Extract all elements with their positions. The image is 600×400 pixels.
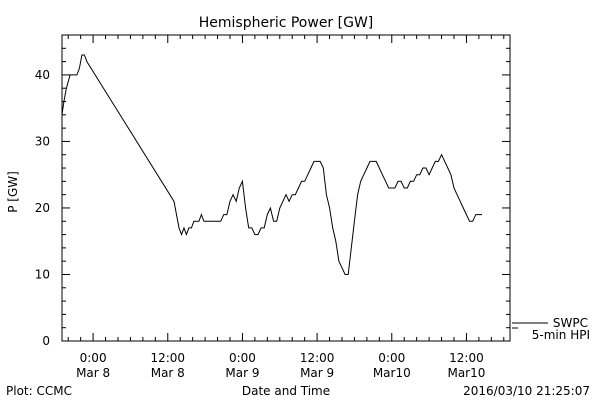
y-tick-label: 40 <box>35 68 50 82</box>
x-tick-label-time: 0:00 <box>229 351 256 365</box>
x-axis-label: Date and Time <box>242 384 330 398</box>
x-tick-label-date: Mar 8 <box>151 366 185 380</box>
legend-swpc-label: SWPC <box>553 316 588 330</box>
x-tick-label-date: Mar10 <box>373 366 411 380</box>
x-tick-label-time: 0:00 <box>80 351 107 365</box>
y-tick-label: 10 <box>35 267 50 281</box>
x-tick-label-time: 12:00 <box>300 351 335 365</box>
legend: SWPC 5-min HPI <box>512 316 590 342</box>
hemispheric-power-series-line <box>61 54 482 275</box>
y-axis-ticks: 0 10 20 30 40 <box>35 34 510 348</box>
plot-timestamp: 2016/03/10 21:25:07 <box>463 384 590 398</box>
y-tick-label: 20 <box>35 201 50 215</box>
x-tick-label-date: Mar 9 <box>300 366 334 380</box>
plot-frame <box>61 34 511 342</box>
y-tick-label: 0 <box>42 334 50 348</box>
y-tick-label: 30 <box>35 134 50 148</box>
x-tick-label-time: 12:00 <box>150 351 185 365</box>
x-tick-label-time: 0:00 <box>378 351 405 365</box>
legend-hpi-label: 5-min HPI <box>532 328 590 342</box>
x-tick-label-date: Mar10 <box>447 366 485 380</box>
x-tick-label-date: Mar 9 <box>225 366 259 380</box>
x-tick-label-date: Mar 8 <box>76 366 110 380</box>
x-tick-label-time: 12:00 <box>449 351 484 365</box>
chart-title: Hemispheric Power [GW] <box>199 15 374 31</box>
y-axis-label: P [GW] <box>6 171 20 213</box>
plot-credit: Plot: CCMC <box>6 384 72 398</box>
